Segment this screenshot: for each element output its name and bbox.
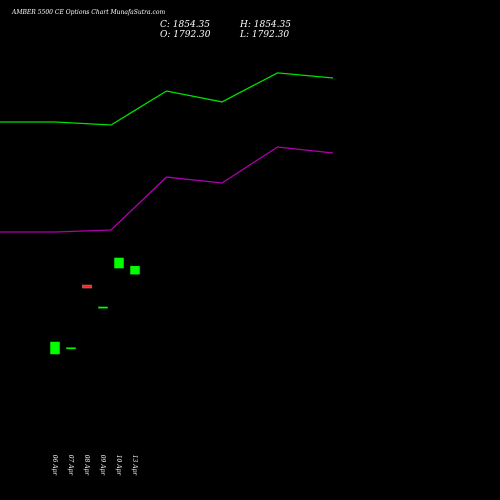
- candle-body: [98, 306, 108, 309]
- candle-body: [50, 341, 60, 355]
- candle-body: [66, 347, 76, 350]
- close-label: C: 1854.35: [160, 20, 210, 30]
- indicator-line: [0, 72, 334, 126]
- chart-title: AMBER 5500 CE Options Chart MunafaSutra.…: [11, 9, 165, 16]
- indicator-line: [0, 146, 334, 233]
- candle-body: [130, 265, 140, 275]
- x-tick-label: 06 Apr: [51, 455, 58, 477]
- x-tick-label: 10 Apr: [115, 455, 122, 477]
- x-tick-label: 07 Apr: [67, 455, 74, 477]
- candle-body: [114, 257, 124, 269]
- low-label: L: 1792.30: [239, 30, 289, 40]
- x-tick-label: 09 Apr: [99, 455, 106, 477]
- x-tick-label: 13 Apr: [131, 455, 138, 477]
- open-label: O: 1792.30: [160, 30, 211, 40]
- candle-body: [82, 284, 92, 289]
- x-tick-label: 08 Apr: [83, 455, 90, 477]
- high-label: H: 1854.35: [239, 20, 291, 30]
